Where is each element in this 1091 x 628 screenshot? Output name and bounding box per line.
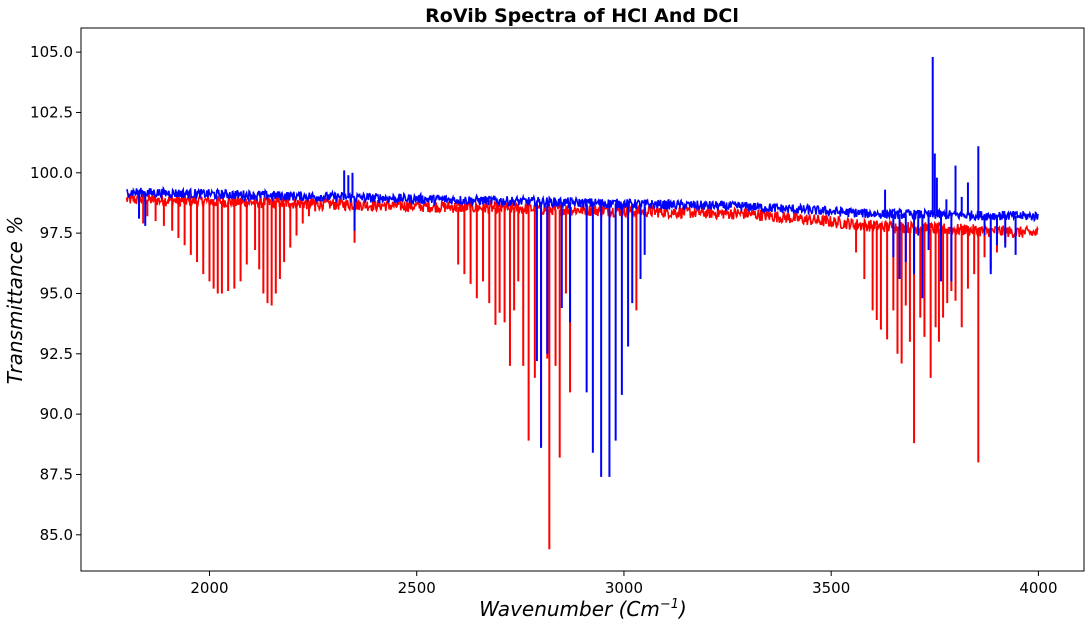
y-tick-label: 87.5: [40, 465, 73, 483]
y-tick-label: 92.5: [40, 345, 73, 363]
y-tick-label: 97.5: [40, 224, 73, 242]
y-tick-label: 102.5: [30, 103, 73, 121]
x-axis-label: Wavenumber (Cm−1): [479, 597, 687, 621]
y-tick-label: 90.0: [40, 405, 73, 423]
x-axis: 2000 2500 3000 3500 4000: [190, 571, 1058, 597]
x-tick-label: 3500: [812, 579, 850, 597]
x-tick-label: 2000: [190, 579, 228, 597]
x-tick-label: 3000: [605, 579, 643, 597]
x-tick-label: 4000: [1019, 579, 1057, 597]
y-axis-label: Transmittance %: [3, 216, 27, 385]
x-tick-label: 2500: [398, 579, 436, 597]
chart-title: RoVib Spectra of HCl And DCl: [425, 5, 739, 27]
series-0-baseline: [125, 192, 1039, 239]
series-1-baseline: [125, 185, 1039, 223]
plot-frame: [80, 27, 1085, 572]
series-1-line: [125, 56, 1039, 477]
series-0-line: [125, 192, 1039, 550]
y-tick-label: 100.0: [30, 164, 73, 182]
y-tick-label: 105.0: [30, 43, 73, 61]
y-axis: 85.0 87.5 90.0 92.5 95.0 97.5 100.0 102.5 105.0: [30, 43, 81, 544]
y-tick-label: 95.0: [40, 284, 73, 302]
y-tick-label: 85.0: [40, 526, 73, 544]
plot-area: [125, 56, 1039, 550]
